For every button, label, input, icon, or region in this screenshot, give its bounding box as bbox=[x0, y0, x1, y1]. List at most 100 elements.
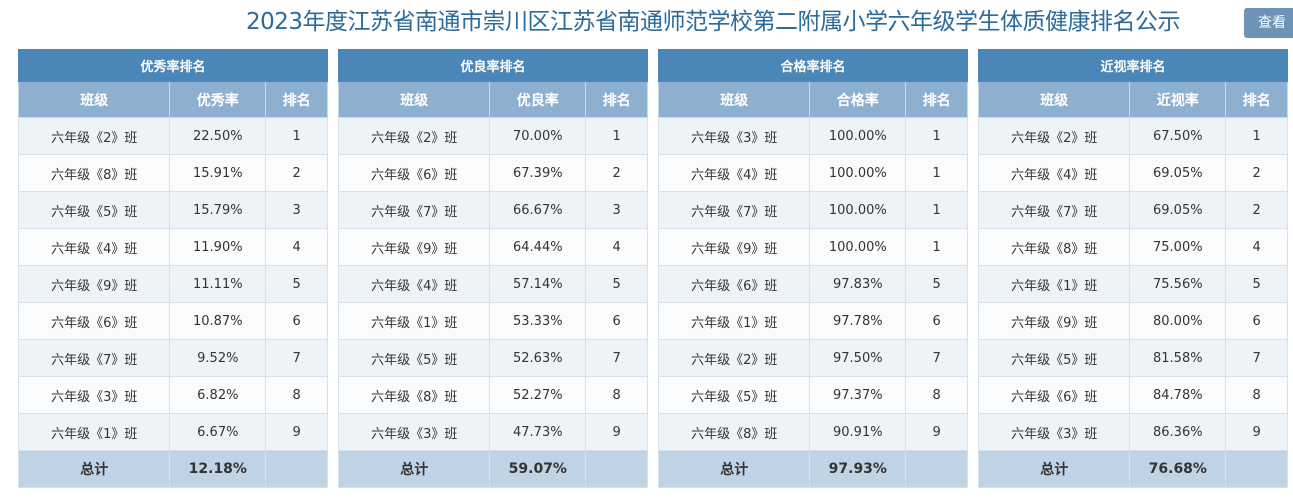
class-name-cell: 六年级《2》班 bbox=[977, 117, 1131, 155]
class-name-cell: 六年级《1》班 bbox=[657, 302, 811, 340]
table-row: 六年级《1》班 6.67% 9 bbox=[17, 413, 328, 451]
class-name-cell: 六年级《3》班 bbox=[657, 117, 811, 155]
view-button[interactable]: 查看 bbox=[1244, 8, 1293, 38]
class-name-cell: 六年级《8》班 bbox=[17, 154, 171, 192]
table-row: 六年级《5》班 81.58% 7 bbox=[977, 339, 1288, 377]
rank-cell: 4 bbox=[1225, 228, 1288, 266]
rate-cell: 15.79% bbox=[169, 191, 267, 229]
table-row: 六年级《7》班 66.67% 3 bbox=[337, 191, 648, 229]
table-caption: 近视率排名 bbox=[978, 49, 1288, 82]
ranking-table: 优良率排名 班级 优良率 排名 六年级《2》班 70.00% 1 六年级《6》班 67.39% 2… bbox=[337, 49, 648, 488]
class-name-cell: 六年级《8》班 bbox=[977, 228, 1131, 266]
total-label: 总计 bbox=[657, 450, 811, 488]
column-header: 班级 bbox=[337, 81, 491, 118]
rank-cell: 9 bbox=[905, 413, 968, 451]
rate-cell: 64.44% bbox=[489, 228, 587, 266]
rank-cell: 5 bbox=[265, 265, 328, 303]
table-caption: 优良率排名 bbox=[338, 49, 648, 82]
class-name-cell: 六年级《3》班 bbox=[17, 376, 171, 414]
total-rate: 76.68% bbox=[1129, 450, 1227, 488]
rank-cell: 6 bbox=[905, 302, 968, 340]
rate-cell: 75.00% bbox=[1129, 228, 1227, 266]
class-name-cell: 六年级《9》班 bbox=[337, 228, 491, 266]
class-name-cell: 六年级《4》班 bbox=[977, 154, 1131, 192]
class-name-cell: 六年级《5》班 bbox=[17, 191, 171, 229]
rank-cell: 9 bbox=[265, 413, 328, 451]
table-row: 六年级《1》班 75.56% 5 bbox=[977, 265, 1288, 303]
rank-cell: 1 bbox=[585, 117, 648, 155]
table-row: 六年级《8》班 15.91% 2 bbox=[17, 154, 328, 192]
class-name-cell: 六年级《7》班 bbox=[337, 191, 491, 229]
table-row: 六年级《9》班 100.00% 1 bbox=[657, 228, 968, 266]
rate-cell: 6.67% bbox=[169, 413, 267, 451]
table-row: 六年级《7》班 100.00% 1 bbox=[657, 191, 968, 229]
column-header: 近视率 bbox=[1129, 81, 1227, 118]
rate-cell: 86.36% bbox=[1129, 413, 1227, 451]
rate-cell: 10.87% bbox=[169, 302, 267, 340]
rank-cell: 6 bbox=[1225, 302, 1288, 340]
table-row: 六年级《3》班 86.36% 9 bbox=[977, 413, 1288, 451]
total-row: 总计 59.07% bbox=[337, 450, 648, 488]
rank-cell: 2 bbox=[1225, 154, 1288, 192]
rate-cell: 52.27% bbox=[489, 376, 587, 414]
class-name-cell: 六年级《4》班 bbox=[337, 265, 491, 303]
rate-cell: 11.11% bbox=[169, 265, 267, 303]
rate-cell: 11.90% bbox=[169, 228, 267, 266]
column-header: 排名 bbox=[1225, 81, 1288, 118]
table-row: 六年级《3》班 6.82% 8 bbox=[17, 376, 328, 414]
rate-cell: 57.14% bbox=[489, 265, 587, 303]
ranking-table-panel: 合格率排名 班级 合格率 排名 六年级《3》班 100.00% 1 六年级《4》班 100.00… bbox=[657, 49, 968, 488]
rank-cell: 4 bbox=[585, 228, 648, 266]
ranking-table-panel: 近视率排名 班级 近视率 排名 六年级《2》班 67.50% 1 六年级《4》班 69.05% 2… bbox=[977, 49, 1288, 488]
class-name-cell: 六年级《5》班 bbox=[337, 339, 491, 377]
rate-cell: 80.00% bbox=[1129, 302, 1227, 340]
table-row: 六年级《2》班 22.50% 1 bbox=[17, 117, 328, 155]
table-row: 六年级《3》班 100.00% 1 bbox=[657, 117, 968, 155]
table-row: 六年级《6》班 67.39% 2 bbox=[337, 154, 648, 192]
rank-cell: 7 bbox=[1225, 339, 1288, 377]
rate-cell: 90.91% bbox=[809, 413, 907, 451]
rate-cell: 22.50% bbox=[169, 117, 267, 155]
rate-cell: 6.82% bbox=[169, 376, 267, 414]
table-row: 六年级《6》班 10.87% 6 bbox=[17, 302, 328, 340]
rate-cell: 9.52% bbox=[169, 339, 267, 377]
total-rank bbox=[1225, 450, 1288, 488]
class-name-cell: 六年级《8》班 bbox=[337, 376, 491, 414]
table-row: 六年级《2》班 97.50% 7 bbox=[657, 339, 968, 377]
class-name-cell: 六年级《1》班 bbox=[977, 265, 1131, 303]
table-row: 六年级《6》班 97.83% 5 bbox=[657, 265, 968, 303]
rank-cell: 8 bbox=[585, 376, 648, 414]
column-header: 排名 bbox=[265, 81, 328, 118]
column-header: 优秀率 bbox=[169, 81, 267, 118]
class-name-cell: 六年级《5》班 bbox=[977, 339, 1131, 377]
class-name-cell: 六年级《2》班 bbox=[657, 339, 811, 377]
class-name-cell: 六年级《2》班 bbox=[17, 117, 171, 155]
table-row: 六年级《7》班 69.05% 2 bbox=[977, 191, 1288, 229]
class-name-cell: 六年级《6》班 bbox=[977, 376, 1131, 414]
rank-cell: 5 bbox=[905, 265, 968, 303]
rate-cell: 100.00% bbox=[809, 154, 907, 192]
rank-cell: 2 bbox=[585, 154, 648, 192]
total-rate: 97.93% bbox=[809, 450, 907, 488]
table-row: 六年级《9》班 11.11% 5 bbox=[17, 265, 328, 303]
rank-cell: 6 bbox=[265, 302, 328, 340]
class-name-cell: 六年级《7》班 bbox=[657, 191, 811, 229]
column-header: 合格率 bbox=[809, 81, 907, 118]
rate-cell: 100.00% bbox=[809, 228, 907, 266]
table-row: 六年级《8》班 90.91% 9 bbox=[657, 413, 968, 451]
table-row: 六年级《5》班 97.37% 8 bbox=[657, 376, 968, 414]
page-header: 2023年度江苏省南通市崇川区江苏省南通师范学校第二附属小学六年级学生体质健康排… bbox=[0, 0, 1293, 44]
table-row: 六年级《2》班 67.50% 1 bbox=[977, 117, 1288, 155]
table-row: 六年级《1》班 97.78% 6 bbox=[657, 302, 968, 340]
table-row: 六年级《4》班 100.00% 1 bbox=[657, 154, 968, 192]
rate-cell: 97.37% bbox=[809, 376, 907, 414]
class-name-cell: 六年级《4》班 bbox=[657, 154, 811, 192]
table-caption: 合格率排名 bbox=[658, 49, 968, 82]
class-name-cell: 六年级《2》班 bbox=[337, 117, 491, 155]
table-row: 六年级《1》班 53.33% 6 bbox=[337, 302, 648, 340]
class-name-cell: 六年级《9》班 bbox=[977, 302, 1131, 340]
rank-cell: 1 bbox=[905, 117, 968, 155]
rank-cell: 3 bbox=[585, 191, 648, 229]
class-name-cell: 六年级《6》班 bbox=[17, 302, 171, 340]
total-label: 总计 bbox=[337, 450, 491, 488]
